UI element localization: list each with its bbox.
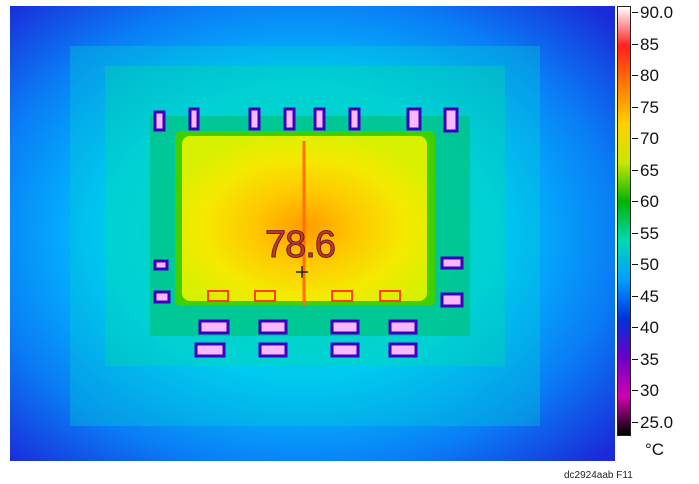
colorbar-tick-label: 60 <box>640 192 659 211</box>
colorbar-tick-mark <box>632 390 638 391</box>
colorbar-tick-mark <box>632 232 638 234</box>
colorbar-unit-label: °C <box>645 440 665 459</box>
colorbar-tick-mark <box>632 169 638 171</box>
colorbar-tick-label: 90.0 <box>640 3 674 22</box>
colorbar-tick-mark <box>632 75 638 76</box>
figure-caption: dc2924aab F11 <box>564 470 633 481</box>
colorbar-tick-label: 85 <box>640 34 659 54</box>
colorbar-tick-mark <box>632 358 638 360</box>
colorbar-tick-label: 65 <box>640 160 659 180</box>
colorbar-tick-label: 25.0 <box>640 412 674 432</box>
colorbar-tick-label: 50 <box>640 255 659 274</box>
hotspot-temperature-label: 78.6 <box>265 224 337 267</box>
temperature-colorbar <box>617 6 631 436</box>
colorbar-tick-label: 30 <box>640 381 659 400</box>
colorbar-tick-label: 75 <box>640 97 659 117</box>
colorbar-tick-mark <box>632 43 638 45</box>
colorbar-tick-label: 80 <box>640 66 659 85</box>
colorbar-tick-label: 70 <box>640 129 659 148</box>
colorbar-tick-label: 40 <box>640 318 659 337</box>
colorbar-tick-mark <box>632 327 638 328</box>
colorbar-tick-label: 45 <box>640 286 659 306</box>
colorbar-tick-mark <box>632 295 638 297</box>
colorbar-tick-label: 55 <box>640 223 659 243</box>
colorbar-tick-mark <box>632 421 638 423</box>
thermal-image <box>10 6 615 461</box>
colorbar-tick-mark <box>632 12 638 13</box>
colorbar-tick-mark <box>632 138 638 139</box>
colorbar-tick-mark <box>632 106 638 108</box>
colorbar-tick-mark <box>632 264 638 265</box>
colorbar-tick-mark <box>632 201 638 202</box>
colorbar-tick-label: 35 <box>640 349 659 369</box>
